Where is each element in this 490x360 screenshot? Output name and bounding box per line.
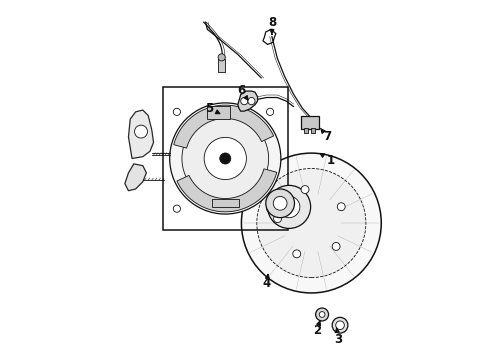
Text: 7: 7	[320, 129, 332, 144]
Circle shape	[204, 138, 246, 180]
Circle shape	[268, 185, 311, 228]
Text: 5: 5	[205, 102, 220, 115]
Circle shape	[257, 168, 366, 278]
Text: 4: 4	[262, 274, 270, 291]
Text: 8: 8	[268, 16, 276, 34]
Bar	[207, 107, 230, 120]
Bar	[311, 129, 315, 133]
Circle shape	[266, 189, 294, 218]
Circle shape	[301, 186, 309, 193]
Circle shape	[332, 318, 348, 333]
Circle shape	[293, 250, 301, 258]
Circle shape	[248, 98, 255, 105]
Circle shape	[316, 308, 329, 321]
Polygon shape	[174, 105, 273, 148]
Circle shape	[332, 243, 340, 250]
Circle shape	[170, 103, 281, 214]
Circle shape	[218, 54, 225, 61]
Circle shape	[273, 215, 281, 222]
Text: 6: 6	[237, 84, 248, 100]
Circle shape	[286, 203, 293, 211]
Bar	[304, 129, 308, 133]
Circle shape	[278, 196, 300, 218]
Circle shape	[273, 197, 287, 210]
Circle shape	[337, 203, 345, 211]
Polygon shape	[177, 169, 277, 212]
Bar	[212, 199, 239, 207]
Circle shape	[241, 98, 248, 105]
Polygon shape	[125, 164, 147, 191]
Circle shape	[242, 153, 381, 293]
Text: 1: 1	[320, 153, 335, 167]
Circle shape	[319, 312, 325, 318]
Text: 3: 3	[334, 328, 343, 346]
Circle shape	[336, 321, 344, 329]
Polygon shape	[128, 110, 153, 158]
Polygon shape	[238, 91, 258, 111]
Bar	[163, 87, 288, 230]
Circle shape	[135, 125, 147, 138]
Bar	[300, 116, 318, 129]
Bar	[218, 59, 225, 72]
Circle shape	[220, 153, 231, 164]
Text: 2: 2	[313, 321, 321, 337]
Circle shape	[182, 115, 269, 202]
